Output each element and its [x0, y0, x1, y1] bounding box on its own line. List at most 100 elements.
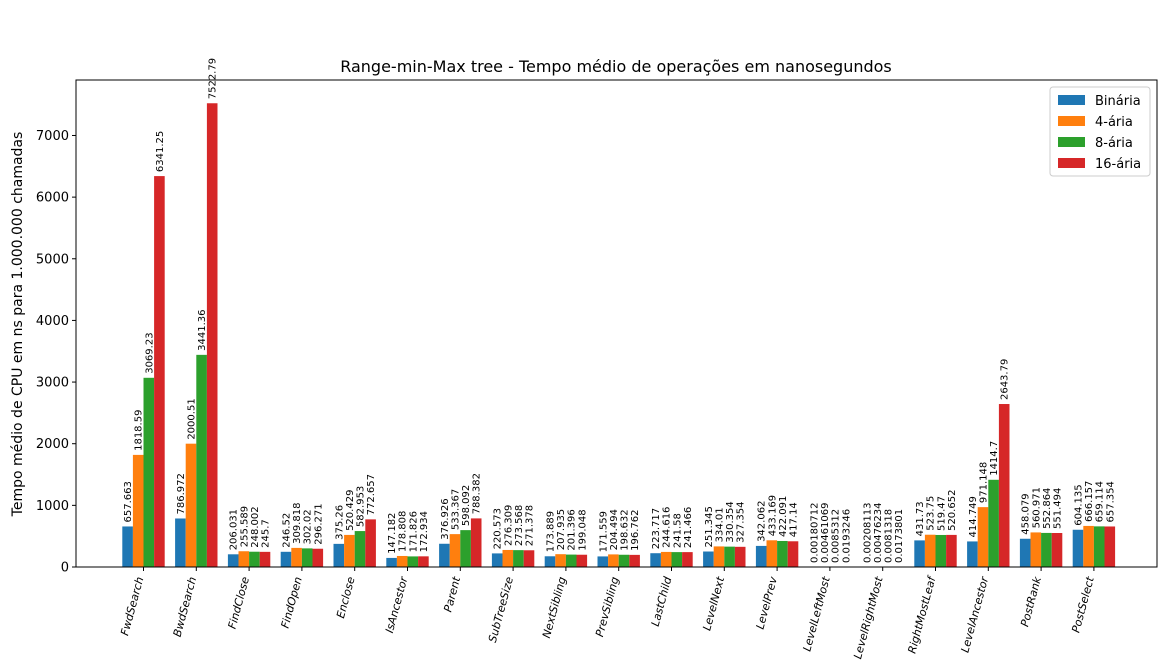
bar-BwdSearch-16-ária	[206, 103, 218, 567]
data-label: 552.864	[1042, 488, 1053, 529]
data-label: 204.494	[609, 509, 620, 550]
y-tick-label: 1000	[36, 499, 69, 514]
x-tick-label: FwdSearch	[118, 575, 146, 637]
data-label: 196.762	[630, 510, 641, 551]
bar-LevelAncestor-8-ária	[988, 479, 999, 567]
legend-swatch	[1058, 95, 1085, 105]
data-label: 1818.59	[134, 410, 145, 451]
bar-IsAncestor-16-ária	[418, 556, 429, 567]
data-label: 560.971	[1031, 487, 1042, 528]
x-tick-label: LevelLeftMost	[800, 575, 833, 653]
data-label: 273.568	[514, 505, 525, 546]
bar-NextSibling-8-ária	[565, 554, 577, 567]
data-label: 657.663	[123, 481, 134, 522]
bar-LevelPrev-4-ária	[766, 540, 778, 567]
x-tick-label: IsAncestor	[383, 574, 411, 634]
data-label: 3441.36	[197, 309, 208, 350]
bar-LevelPrev-Binária	[755, 545, 767, 567]
data-label: 276.309	[503, 505, 514, 546]
data-label: 302.02	[303, 509, 314, 544]
data-label: 0.00180712	[810, 503, 821, 563]
data-label: 598.092	[461, 485, 472, 526]
bar-FindOpen-Binária	[280, 551, 292, 567]
bar-SubTreeSize-4-ária	[502, 549, 514, 567]
data-label: 342.062	[757, 501, 768, 542]
bar-FindOpen-8-ária	[301, 548, 313, 567]
y-tick-label: 0	[61, 561, 69, 576]
x-tick-label: LevelNext	[700, 575, 727, 632]
legend-label: 4-ária	[1095, 115, 1133, 130]
bar-PostSelect-8-ária	[1093, 526, 1105, 567]
bar-PrevSibling-Binária	[597, 556, 609, 567]
data-label: 666.157	[1084, 481, 1095, 522]
plot-frame	[75, 79, 1158, 568]
legend-swatch	[1058, 116, 1085, 126]
bar-LastChild-8-ária	[671, 552, 683, 567]
data-label: 523.75	[926, 496, 937, 531]
data-labels-layer: 657.663 786.972 206.031 246.52 375.26 147.182…	[123, 58, 1116, 563]
x-tick-label: BwdSearch	[171, 575, 199, 638]
bar-PrevSibling-16-ária	[629, 554, 640, 567]
data-label: 245.7	[261, 519, 272, 548]
bar-Parent-16-ária	[470, 518, 482, 567]
x-tick-label: Parent	[441, 575, 463, 614]
data-label: 309.818	[292, 503, 303, 544]
bar-RightMostLeaf-16-ária	[946, 534, 957, 567]
data-label: 414.749	[968, 496, 979, 537]
data-label: 582.953	[356, 486, 367, 527]
data-label: 0.0085312	[831, 509, 842, 563]
bar-NextSibling-4-ária	[555, 554, 566, 567]
data-label: 246.52	[282, 513, 293, 548]
bar-Parent-8-ária	[460, 530, 471, 567]
x-tick-label: PostSelect	[1069, 575, 1097, 634]
bar-PostRank-Binária	[1019, 538, 1031, 567]
bar-FwdSearch-8-ária	[143, 377, 155, 567]
bar-LevelAncestor-4-ária	[977, 507, 989, 567]
data-label: 244.616	[662, 507, 673, 548]
x-tick-label: FindClose	[226, 575, 252, 630]
data-label: 520.429	[345, 490, 356, 531]
data-label: 251.345	[704, 506, 715, 547]
bar-Parent-4-ária	[449, 534, 461, 567]
bar-FindClose-Binária	[227, 554, 239, 567]
data-label: 0.0081318	[884, 509, 895, 563]
data-label: 207.935	[556, 509, 567, 550]
data-label: 7522.79	[208, 58, 219, 99]
bar-LevelNext-16-ária	[734, 546, 746, 567]
data-label: 171.559	[598, 511, 609, 552]
bar-Parent-Binária	[439, 543, 450, 567]
data-label: 241.58	[672, 513, 683, 548]
bar-LevelPrev-8-ária	[777, 540, 788, 567]
data-label: 248.002	[250, 506, 261, 547]
data-label: 201.396	[567, 509, 578, 550]
bar-IsAncestor-8-ária	[407, 556, 419, 567]
data-label: 198.632	[620, 509, 631, 550]
data-label: 255.589	[239, 506, 250, 547]
data-label: 206.031	[229, 509, 240, 550]
data-label: 223.717	[651, 508, 662, 549]
bar-IsAncestor-Binária	[386, 557, 397, 567]
y-tick-label: 3000	[36, 376, 69, 391]
data-label: 533.367	[451, 489, 462, 530]
data-label: 0.00461069	[820, 503, 831, 563]
data-label: 520.652	[947, 490, 958, 531]
data-label: 786.972	[176, 473, 187, 514]
legend: Binária 4-ária 8-ária 16-ária	[1049, 86, 1151, 177]
x-tick-label: LevelPrev	[754, 575, 781, 631]
bar-SubTreeSize-Binária	[491, 553, 503, 567]
bar-FindClose-4-ária	[238, 551, 250, 567]
bar-PrevSibling-4-ária	[608, 554, 619, 567]
bar-FindClose-16-ária	[259, 551, 271, 567]
bar-PrevSibling-8-ária	[618, 554, 630, 567]
data-label: 431.73	[915, 501, 926, 536]
bar-RightMostLeaf-Binária	[914, 540, 925, 567]
bar-NextSibling-16-ária	[576, 554, 588, 567]
data-label: 659.114	[1095, 481, 1106, 522]
data-label: 376.926	[440, 498, 451, 539]
bar-Enclose-4-ária	[344, 534, 355, 567]
data-label: 519.47	[936, 496, 947, 531]
x-tick-label: PostRank	[1018, 575, 1044, 628]
x-tick-label: FindOpen	[279, 575, 305, 629]
data-label: 330.354	[725, 501, 736, 542]
